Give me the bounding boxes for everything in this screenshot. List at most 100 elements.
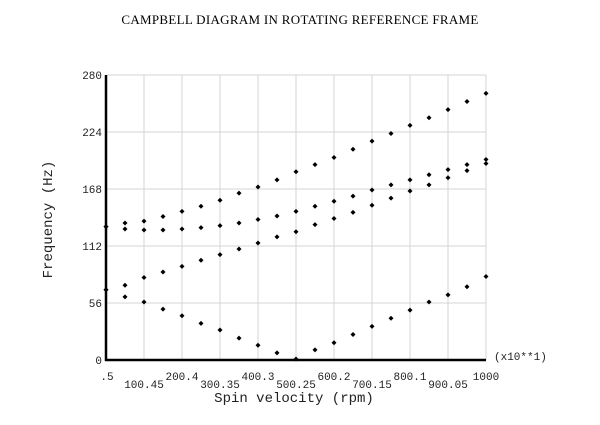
data-point	[369, 202, 375, 208]
data-point	[464, 168, 470, 174]
data-point	[255, 240, 261, 246]
data-point	[350, 146, 356, 152]
data-point	[198, 225, 204, 231]
x-tick-label: .5	[100, 372, 113, 384]
data-point	[426, 115, 432, 121]
data-point	[350, 209, 356, 215]
data-point	[198, 203, 204, 209]
data-point	[293, 229, 299, 235]
data-point	[445, 167, 451, 173]
data-point	[388, 315, 394, 321]
data-point	[426, 172, 432, 178]
data-point	[483, 161, 489, 167]
data-point	[141, 218, 147, 224]
x-tick-label: 800.1	[393, 372, 426, 384]
data-point	[369, 323, 375, 329]
data-point	[331, 216, 337, 222]
data-point	[217, 197, 223, 203]
data-point	[160, 269, 166, 275]
data-point	[312, 203, 318, 209]
data-point	[179, 208, 185, 214]
data-point	[293, 208, 299, 214]
data-point	[331, 198, 337, 204]
data-point	[274, 213, 280, 219]
data-point	[122, 220, 128, 226]
data-point	[236, 246, 242, 252]
data-point	[388, 182, 394, 188]
data-point	[407, 122, 413, 128]
x-axis-label: Spin velocity (rpm)	[214, 391, 374, 407]
data-point	[369, 187, 375, 193]
data-point	[483, 156, 489, 162]
data-point	[388, 131, 394, 137]
data-point	[407, 177, 413, 183]
data-point	[312, 162, 318, 168]
y-tick-label: 168	[82, 185, 102, 197]
data-point	[122, 226, 128, 232]
data-point	[293, 356, 299, 362]
data-point	[388, 195, 394, 201]
data-point	[331, 340, 337, 346]
y-tick-label: 0	[95, 356, 102, 368]
data-point	[464, 162, 470, 168]
data-point	[312, 347, 318, 353]
data-point	[407, 307, 413, 313]
data-point	[217, 252, 223, 258]
data-point	[293, 169, 299, 175]
data-point	[255, 342, 261, 348]
x-multiplier-label: (x10**1)	[494, 352, 547, 364]
x-tick-label: 400.3	[241, 372, 274, 384]
data-point	[198, 257, 204, 263]
x-tick-label: 300.35	[200, 380, 240, 392]
data-point	[236, 335, 242, 341]
data-point	[103, 287, 109, 293]
data-point	[255, 217, 261, 223]
data-point	[122, 282, 128, 288]
data-point	[160, 227, 166, 233]
data-point	[426, 299, 432, 305]
data-point	[464, 284, 470, 290]
x-tick-label: 600.2	[317, 372, 350, 384]
x-tick-label: 1000	[473, 372, 499, 384]
data-point	[445, 292, 451, 298]
data-point	[160, 213, 166, 219]
data-point	[464, 98, 470, 104]
data-point	[312, 222, 318, 228]
data-point	[179, 313, 185, 319]
data-point	[160, 306, 166, 312]
data-point	[141, 299, 147, 305]
data-point	[198, 320, 204, 326]
data-point	[483, 90, 489, 96]
data-point	[141, 227, 147, 233]
data-point	[217, 223, 223, 229]
y-tick-label: 56	[89, 299, 102, 311]
y-tick-label: 112	[82, 242, 102, 254]
y-tick-label: 280	[82, 71, 102, 83]
data-point	[426, 182, 432, 188]
data-point	[445, 107, 451, 113]
data-point	[445, 175, 451, 181]
data-point	[179, 226, 185, 232]
data-point	[407, 188, 413, 194]
data-point	[141, 275, 147, 281]
data-point	[331, 154, 337, 160]
data-point	[255, 184, 261, 190]
x-tick-label: 700.15	[352, 380, 392, 392]
chart-title: CAMPBELL DIAGRAM IN ROTATING REFERENCE F…	[121, 12, 479, 27]
data-point	[122, 294, 128, 300]
data-point	[369, 138, 375, 144]
data-point	[274, 350, 280, 356]
data-point	[103, 224, 109, 230]
data-point	[483, 274, 489, 280]
x-tick-label: 200.4	[165, 372, 198, 384]
x-tick-label: 900.05	[428, 380, 468, 392]
x-tick-label: 100.45	[124, 380, 164, 392]
data-point	[274, 234, 280, 240]
data-point	[350, 332, 356, 338]
y-axis-label: Frequency (Hz)	[41, 161, 57, 279]
data-point	[217, 327, 223, 333]
y-tick-label: 224	[82, 128, 102, 140]
data-point	[179, 263, 185, 269]
data-point	[236, 220, 242, 226]
